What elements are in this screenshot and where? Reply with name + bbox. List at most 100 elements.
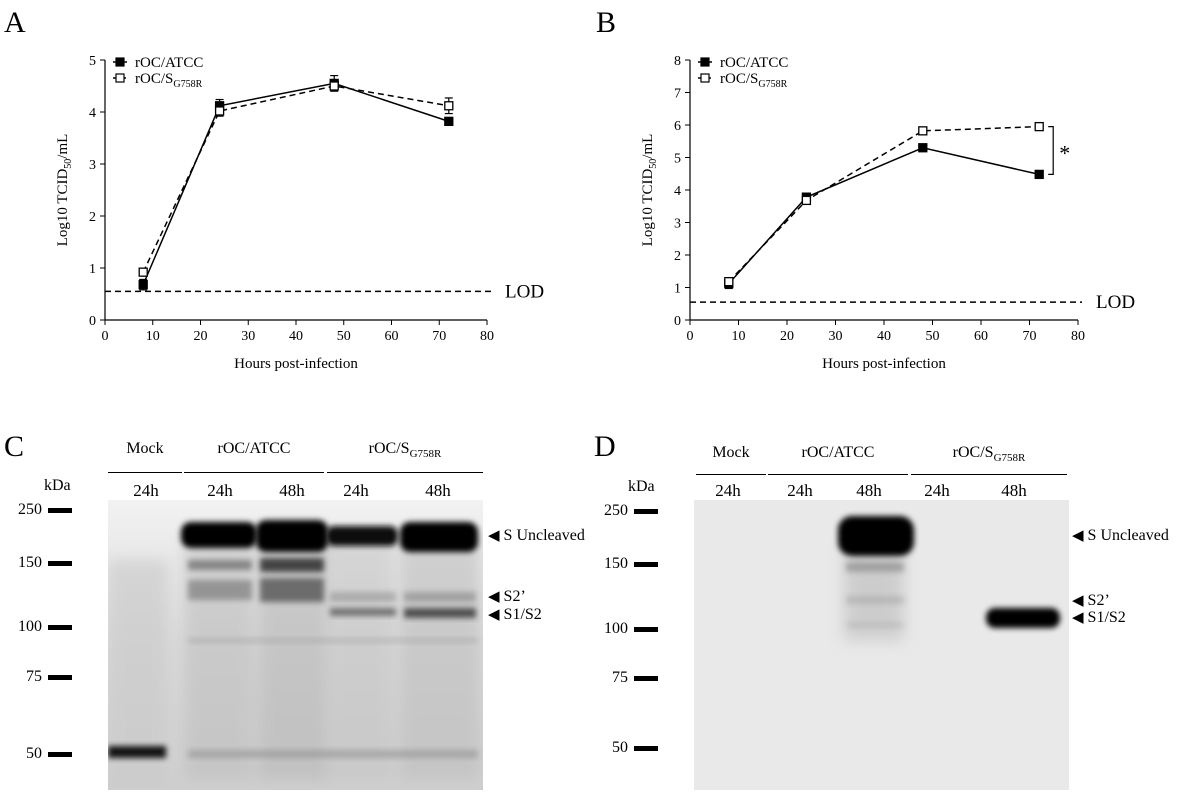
y-tick-label: 6 xyxy=(674,119,681,134)
panel-letter-a: A xyxy=(4,6,26,39)
y-axis-label: Log10 TCID50/mL xyxy=(55,134,74,247)
lane-group-label: rOC/S xyxy=(952,444,994,461)
data-point xyxy=(801,195,812,206)
lane-group-label: Mock xyxy=(712,444,750,461)
significance-bracket xyxy=(1048,126,1054,175)
band-label-text: S Uncleaved xyxy=(503,526,585,544)
y-tick-label: 2 xyxy=(674,249,681,264)
band-label-text: S2’ xyxy=(503,587,526,605)
lane-time-label: 24h xyxy=(133,481,159,500)
lane-time-label: 24h xyxy=(924,481,950,500)
y-tick-label: 7 xyxy=(674,87,681,102)
legend-marker xyxy=(115,73,125,83)
kda-marker-value: 50 xyxy=(612,739,628,756)
lane-group-header: Mock xyxy=(696,444,766,475)
lane-time-label: 24h xyxy=(787,481,813,500)
band-label: ◀ S1/S2 xyxy=(488,605,542,624)
data-point xyxy=(329,81,339,91)
x-axis-label: Hours post-infection xyxy=(822,356,946,372)
series-line xyxy=(142,82,450,285)
x-tick-label: 70 xyxy=(1023,329,1037,344)
y-tick-label: 1 xyxy=(674,282,681,297)
band-label-text: S2’ xyxy=(1087,591,1110,609)
lane-group-header: rOC/ATCC xyxy=(184,440,324,473)
data-point xyxy=(444,101,454,111)
band-label-text: S1/S2 xyxy=(503,605,542,623)
kda-marker: 50 xyxy=(594,739,658,757)
lane-group-subscript: G758R xyxy=(409,448,442,461)
x-tick-label: 20 xyxy=(780,329,794,344)
x-tick-label: 40 xyxy=(877,329,891,344)
lane-group-header: Mock xyxy=(108,440,182,473)
series-line xyxy=(728,125,1040,283)
y-tick-label: 3 xyxy=(89,158,96,173)
y-tick-label: 1 xyxy=(89,262,96,277)
y-tick-label: 5 xyxy=(89,54,96,69)
x-tick-label: 80 xyxy=(480,329,494,344)
lane-group-label: rOC/S xyxy=(368,440,410,457)
band-label-text: S Uncleaved xyxy=(1087,526,1169,544)
lane-group-subscript: G758R xyxy=(993,452,1026,465)
y-axis-label-text: Log10 TCID50/mL xyxy=(640,134,659,247)
kda-marker-value: 150 xyxy=(18,554,42,571)
data-point xyxy=(918,126,928,136)
y-tick-label: 0 xyxy=(674,314,681,329)
kda-label: kDa xyxy=(44,477,71,494)
legend-marker xyxy=(115,57,125,67)
lod-label: LOD xyxy=(505,281,544,302)
kda-marker: 100 xyxy=(8,618,72,636)
band-label: ◀ S Uncleaved xyxy=(488,526,585,545)
data-point xyxy=(138,279,148,290)
panel-letter-d: D xyxy=(594,430,616,463)
x-tick-label: 10 xyxy=(732,329,746,344)
x-tick-label: 40 xyxy=(289,329,303,344)
lane-time-label: 24h xyxy=(343,481,369,500)
y-tick-label: 8 xyxy=(674,54,681,69)
lane-time-label: 48h xyxy=(856,481,882,500)
lane-group-header: rOC/SG758R xyxy=(327,440,483,473)
x-tick-label: 10 xyxy=(146,329,160,344)
x-tick-label: 30 xyxy=(241,329,255,344)
kda-marker: 75 xyxy=(8,668,72,686)
kda-label: kDa xyxy=(628,478,655,495)
significance-star: * xyxy=(1059,141,1070,166)
kda-marker: 50 xyxy=(8,745,72,763)
series-line xyxy=(728,146,1040,285)
band-label: ◀ S2’ xyxy=(488,587,526,606)
band-label-text: S1/S2 xyxy=(1087,608,1126,626)
data-point xyxy=(724,276,734,287)
y-tick-label: 2 xyxy=(89,210,96,225)
panel-letter-b: B xyxy=(596,6,617,39)
x-tick-label: 50 xyxy=(337,329,351,344)
band-label: ◀ S Uncleaved xyxy=(1072,526,1169,545)
x-tick-label: 60 xyxy=(385,329,399,344)
data-point xyxy=(918,143,928,153)
x-tick-label: 30 xyxy=(829,329,843,344)
growth-chart-b: 0 10 20 30 40 50 60 70 80 0 1 2 3 4 5 6 7 8 Hours post-inf… xyxy=(640,54,1135,372)
lane-time-label: 48h xyxy=(425,481,451,500)
y-tick-label: 4 xyxy=(89,106,96,121)
lane-group-label: rOC/ATCC xyxy=(217,440,291,457)
data-point xyxy=(444,116,454,127)
lane-group-label: rOC/ATCC xyxy=(801,444,875,461)
lane-group-header: rOC/ATCC xyxy=(768,444,908,475)
kda-marker: 100 xyxy=(594,620,658,638)
legend-label: rOC/SG758R xyxy=(720,71,788,90)
y-tick-label: 5 xyxy=(674,152,681,167)
kda-marker: 75 xyxy=(594,669,658,687)
kda-marker: 250 xyxy=(594,502,658,520)
kda-marker-value: 100 xyxy=(604,620,628,637)
kda-marker: 150 xyxy=(8,554,72,572)
legend-label: rOC/ATCC xyxy=(135,55,203,71)
lane-group-header: rOC/SG758R xyxy=(911,444,1067,475)
data-point xyxy=(214,106,225,116)
kda-marker-value: 75 xyxy=(612,669,628,686)
kda-marker-value: 250 xyxy=(18,501,42,518)
legend-marker xyxy=(700,73,710,83)
kda-marker-value: 150 xyxy=(604,555,628,572)
blot-image xyxy=(108,500,483,790)
lane-time-label: 24h xyxy=(715,481,741,500)
western-blot-c: Mock rOC/ATCC rOC/SG758R 24h 24h 48h 24h… xyxy=(8,440,585,790)
lane-time-label: 48h xyxy=(1001,481,1027,500)
y-tick-label: 3 xyxy=(674,217,681,232)
